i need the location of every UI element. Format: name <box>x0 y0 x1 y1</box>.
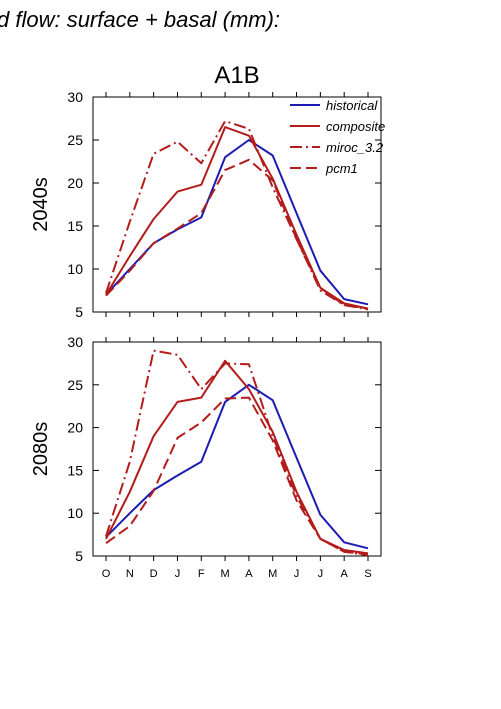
y-axis-label: 2040s <box>30 177 52 232</box>
x-tick-label: M <box>221 568 230 580</box>
series-line-historical <box>105 383 369 550</box>
y-tick-label: 10 <box>67 261 83 277</box>
y-tick-label: 5 <box>75 304 83 320</box>
x-tick-label: J <box>175 568 181 580</box>
panels: A1B 2040s 5 10 15 20 25 30 historical composite mi… <box>30 62 385 580</box>
figure-title: d flow: surface + basal (mm): <box>0 7 280 32</box>
chart-panel-2: 2080s 5 10 15 20 25 30 O N D J F M A M J J A S <box>30 334 382 580</box>
x-tick-label: D <box>150 568 158 580</box>
x-tick-label: F <box>198 568 205 580</box>
legend-label: historical <box>326 98 378 113</box>
x-tick-label: M <box>268 568 277 580</box>
x-tick-label: S <box>364 568 371 580</box>
series-line-pcm1 <box>105 396 369 556</box>
series-line-miroc-3-2 <box>105 120 369 311</box>
y-tick-label: 30 <box>67 89 83 105</box>
y-tick-label: 25 <box>67 132 83 148</box>
series-line-miroc-3-2 <box>105 349 369 557</box>
x-tick-label: A <box>245 568 253 580</box>
y-tick-label: 15 <box>67 462 83 478</box>
x-tick-label: A <box>341 568 349 580</box>
x-tick-label: J <box>318 568 324 580</box>
x-tick-label: O <box>102 568 111 580</box>
y-tick-label: 30 <box>67 334 83 350</box>
chart-panel-1: A1B 2040s 5 10 15 20 25 30 historical composite mi… <box>30 62 385 320</box>
chart-title: A1B <box>214 62 259 89</box>
y-axis-label: 2080s <box>30 422 52 477</box>
y-tick-label: 10 <box>67 505 83 521</box>
legend-label: miroc_3.2 <box>326 140 384 155</box>
legend-label: pcm1 <box>325 161 358 176</box>
y-tick-label: 20 <box>67 175 83 191</box>
y-tick-label: 25 <box>67 377 83 393</box>
plot-frame <box>92 341 382 557</box>
y-tick-label: 15 <box>67 218 83 234</box>
plot-frame <box>92 96 382 313</box>
y-tick-label: 20 <box>67 420 83 436</box>
x-tick-label: J <box>294 568 300 580</box>
x-tick-label: N <box>126 568 134 580</box>
y-tick-label: 5 <box>75 548 83 564</box>
series-line-pcm1 <box>105 158 369 310</box>
legend-label: composite <box>326 119 385 134</box>
